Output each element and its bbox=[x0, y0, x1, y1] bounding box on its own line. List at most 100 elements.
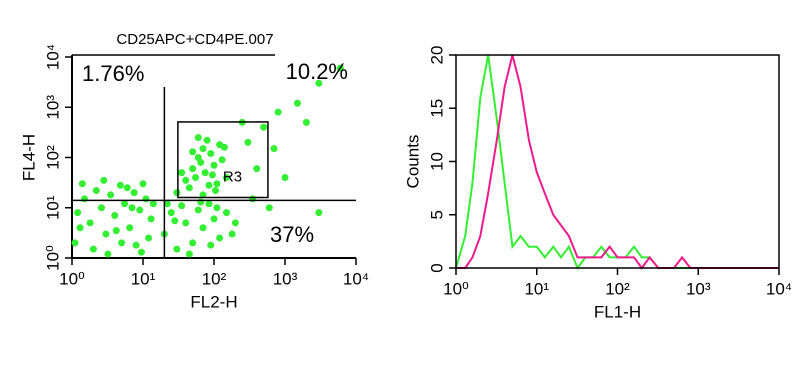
x-axis-label: FL1-H bbox=[594, 302, 641, 321]
gate-label: R3 bbox=[223, 168, 242, 185]
point bbox=[208, 171, 216, 179]
point bbox=[270, 145, 278, 153]
x-tick-label: 10⁰ bbox=[59, 269, 85, 288]
point bbox=[86, 219, 94, 227]
point bbox=[210, 215, 218, 223]
point bbox=[171, 217, 179, 225]
x-tick-label: 10³ bbox=[273, 269, 298, 288]
point bbox=[132, 241, 140, 249]
x-tick-label: 10³ bbox=[686, 279, 711, 298]
point bbox=[163, 200, 171, 208]
point bbox=[128, 204, 136, 212]
point bbox=[244, 138, 252, 146]
y-tick-label: 5 bbox=[427, 210, 446, 219]
point bbox=[199, 145, 207, 153]
histogram-line bbox=[456, 54, 779, 270]
point bbox=[189, 165, 197, 173]
point bbox=[197, 198, 205, 206]
point bbox=[76, 224, 84, 232]
x-tick-label: 10¹ bbox=[131, 269, 156, 288]
quadrant-label: 10.2% bbox=[286, 59, 348, 84]
y-axis-label: Counts bbox=[403, 135, 422, 189]
gate bbox=[177, 121, 269, 199]
point bbox=[205, 181, 213, 189]
y-tick-label: 10 bbox=[427, 152, 446, 171]
point bbox=[315, 209, 323, 217]
point bbox=[231, 219, 239, 227]
point bbox=[92, 187, 100, 195]
point bbox=[194, 134, 202, 142]
point bbox=[207, 150, 215, 158]
point bbox=[130, 189, 138, 197]
point bbox=[218, 156, 226, 164]
point bbox=[260, 123, 268, 131]
x-tick-label: 10⁰ bbox=[443, 279, 469, 298]
point bbox=[185, 184, 193, 192]
point bbox=[74, 209, 82, 217]
point bbox=[216, 234, 224, 242]
x-tick-label: 10⁴ bbox=[766, 279, 792, 298]
point bbox=[302, 118, 310, 126]
point bbox=[207, 241, 215, 249]
quadrant-label: 37% bbox=[270, 222, 314, 247]
x-axis-label: FL2-H bbox=[190, 292, 237, 311]
point bbox=[89, 245, 97, 253]
y-tick-label: 10⁴ bbox=[43, 44, 62, 70]
point bbox=[112, 227, 120, 235]
point bbox=[121, 200, 129, 208]
y-tick-label: 10³ bbox=[43, 95, 62, 120]
point bbox=[274, 108, 282, 116]
point bbox=[265, 204, 273, 212]
point bbox=[203, 136, 211, 144]
y-tick-label: 10² bbox=[43, 145, 62, 170]
point bbox=[315, 79, 323, 87]
point bbox=[249, 195, 257, 203]
point bbox=[182, 219, 190, 227]
point bbox=[173, 245, 181, 253]
point bbox=[210, 161, 218, 169]
point bbox=[178, 202, 186, 210]
x-tick-label: 10⁴ bbox=[343, 269, 369, 288]
point bbox=[223, 209, 231, 217]
point bbox=[78, 180, 86, 188]
point bbox=[107, 191, 115, 199]
point bbox=[199, 224, 207, 232]
point bbox=[102, 230, 110, 238]
point bbox=[212, 187, 220, 195]
point bbox=[173, 189, 181, 197]
point bbox=[294, 99, 302, 107]
point bbox=[253, 165, 261, 173]
point bbox=[223, 173, 231, 181]
point bbox=[213, 204, 221, 212]
point bbox=[145, 234, 153, 242]
point bbox=[116, 181, 124, 189]
point bbox=[167, 209, 175, 217]
point bbox=[71, 239, 79, 247]
point bbox=[123, 184, 131, 192]
point bbox=[197, 158, 205, 166]
y-tick-label: 20 bbox=[427, 46, 446, 65]
point bbox=[111, 212, 119, 220]
point bbox=[213, 180, 221, 188]
point bbox=[199, 191, 207, 199]
point bbox=[147, 215, 155, 223]
point bbox=[149, 200, 157, 208]
chart-title: CD25APC+CD4PE.007 bbox=[116, 31, 273, 48]
quadrant-label: 1.76% bbox=[82, 61, 144, 86]
point bbox=[100, 176, 108, 184]
point bbox=[81, 195, 89, 203]
point bbox=[336, 64, 344, 72]
y-axis-label: FL4-H bbox=[19, 134, 38, 181]
point bbox=[118, 239, 126, 247]
point bbox=[178, 169, 186, 177]
point bbox=[189, 148, 197, 156]
x-tick-label: 10² bbox=[202, 269, 227, 288]
point bbox=[139, 180, 147, 188]
point bbox=[220, 143, 228, 151]
point bbox=[126, 224, 134, 232]
point bbox=[192, 173, 200, 181]
y-tick-label: 0 bbox=[427, 263, 446, 272]
point bbox=[281, 173, 289, 181]
point bbox=[97, 204, 105, 212]
